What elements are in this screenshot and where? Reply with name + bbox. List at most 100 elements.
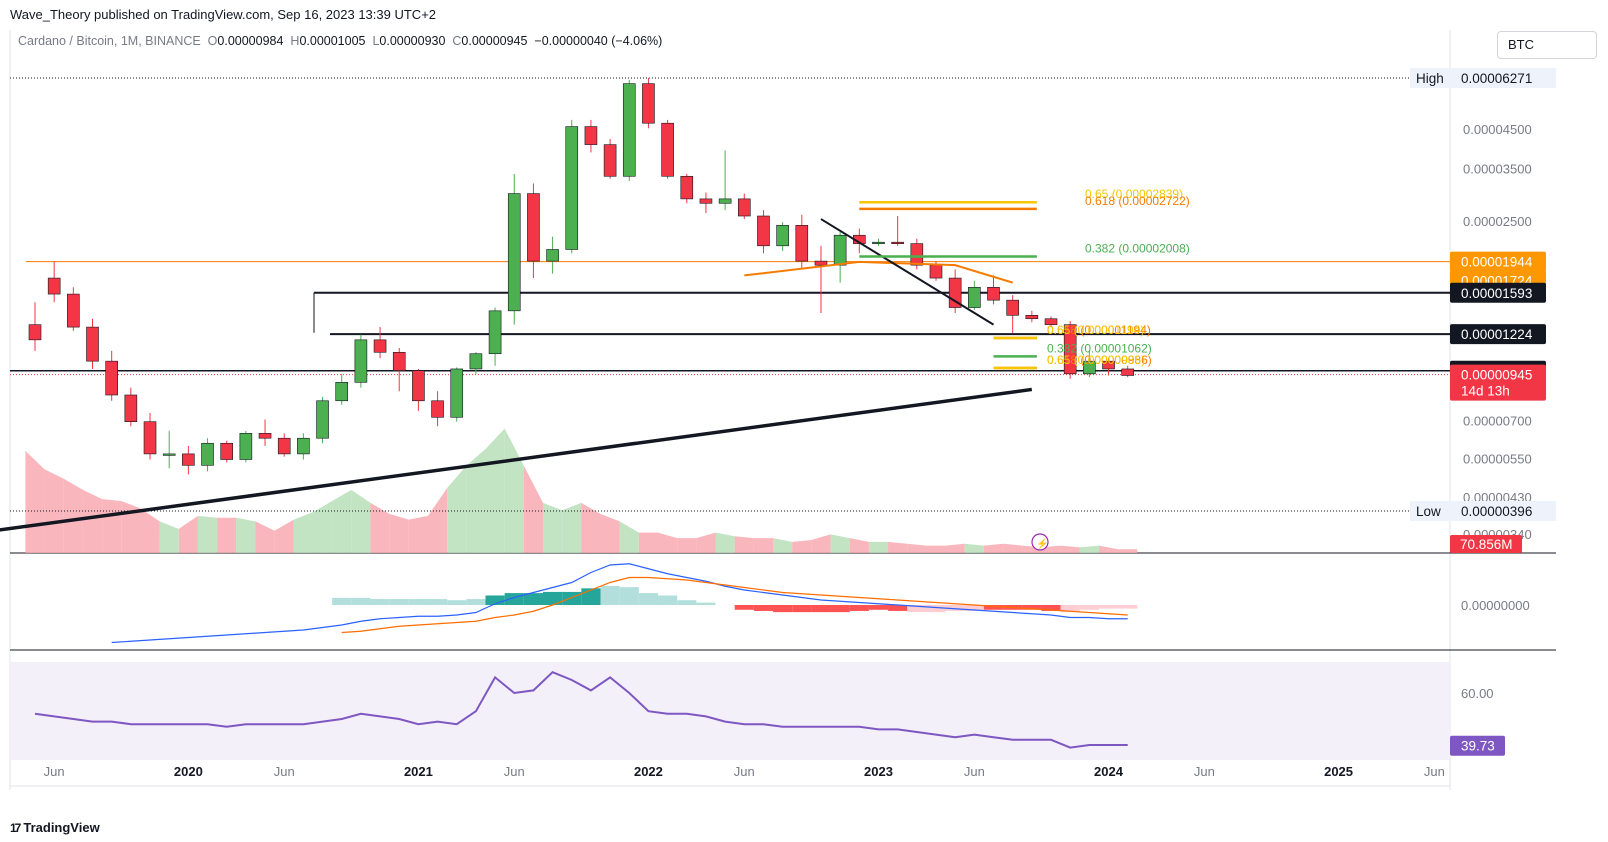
volume-tag-bg [1450, 535, 1522, 553]
candle [814, 260, 828, 266]
macd-histogram-bar [945, 605, 965, 611]
volume-area [332, 489, 352, 553]
trendline [0, 387, 1033, 532]
volume-area [121, 501, 141, 553]
ema-line [744, 260, 1013, 284]
macd-histogram-bar [562, 591, 582, 605]
candle [297, 437, 310, 455]
macd-histogram-bar [1079, 605, 1099, 610]
macd-histogram-bar [1118, 605, 1138, 609]
currency-badge[interactable]: BTC [1497, 31, 1597, 59]
price-tag-bg [1450, 251, 1546, 272]
macd-histogram-bar [773, 605, 793, 613]
candle [910, 243, 924, 266]
volume-area [140, 508, 160, 553]
macd-histogram-bar [523, 593, 544, 605]
candle [565, 126, 579, 250]
rsi-tag: 39.73 [1461, 739, 1495, 754]
macd-histogram-bar [543, 591, 563, 605]
fib-level-label: 0.65 (0.00000986) [1047, 353, 1145, 367]
volume-area [427, 488, 448, 553]
candle [1006, 299, 1019, 316]
macd-histogram-bar [351, 597, 371, 605]
time-axis-label: 2024 [1094, 764, 1124, 779]
candle [105, 360, 118, 396]
macd-histogram-bar [964, 605, 984, 611]
macd-histogram-bar [1022, 605, 1042, 610]
macd-histogram-bar [677, 600, 697, 605]
candle [757, 215, 770, 247]
volume-area [236, 517, 256, 553]
candle [239, 433, 253, 460]
volume-area [82, 489, 103, 553]
volume-area [102, 499, 122, 553]
macd-histogram-bar [1041, 605, 1061, 611]
candle [718, 198, 732, 204]
time-axis-label: Jun [1194, 764, 1215, 779]
legend-low-label: L [372, 34, 380, 48]
candle [1044, 318, 1058, 325]
macd-signal-line [341, 576, 1128, 634]
fib-level-label: 0.382 (0.00002008) [1085, 242, 1190, 256]
candle [661, 122, 674, 177]
price-tag-bg [1410, 68, 1556, 88]
legend-change: −0.00000040 (−4.06%) [534, 34, 663, 48]
candle [47, 277, 61, 295]
candle [968, 286, 981, 308]
volume-tag: 70.856M [1460, 537, 1513, 552]
volume-area [1079, 545, 1099, 553]
volume-area [523, 465, 544, 553]
macd-histogram-bar [485, 595, 505, 605]
candle [584, 126, 598, 145]
price-tag-label: Low [1416, 504, 1441, 519]
fib-level-label: 0.618 (0.00001194) [1047, 323, 1151, 337]
rsi-tag-bg [1450, 735, 1505, 756]
fib-level-label: 0.382 (0.00001062) [1047, 341, 1152, 355]
price-tag-countdown: 14d 13h [1461, 384, 1510, 399]
rsi-line [34, 671, 1128, 749]
legend-close: 0.00000945 [461, 34, 528, 48]
time-axis-label: 2022 [634, 764, 663, 779]
volume-area [197, 515, 218, 553]
volume-area [466, 449, 486, 553]
volume-area [274, 519, 294, 553]
candle [220, 442, 233, 460]
candle [795, 225, 809, 262]
volume-area [945, 543, 965, 553]
macd-histogram-bar [447, 600, 467, 605]
price-axis-tick: 0.00003500 [1463, 161, 1532, 176]
volume-area [293, 512, 313, 553]
fib-level-label: 0.618 (0.00002722) [1085, 194, 1190, 208]
volume-area [696, 532, 716, 553]
volume-area [830, 534, 850, 553]
tradingview-logo-icon: 17 [10, 820, 21, 835]
macd-axis-tick: 0.00000000 [1461, 598, 1530, 613]
candle [162, 453, 176, 456]
macd-histogram-bar [753, 605, 774, 611]
legend-close-label: C [452, 34, 462, 48]
macd-histogram-bar [811, 605, 831, 613]
volume-area [504, 428, 524, 553]
macd-histogram-bar [466, 599, 486, 605]
price-tag-bg [1450, 282, 1546, 303]
candle [354, 339, 368, 383]
volume-area [312, 501, 333, 553]
volume-area [983, 543, 1004, 553]
volume-area [1003, 543, 1023, 553]
macd-histogram-bar [658, 595, 678, 605]
tradingview-footer[interactable]: 17 TradingView [10, 820, 100, 835]
volume-area [351, 489, 371, 553]
legend-low: 0.00000930 [379, 34, 446, 48]
volume-area [562, 502, 582, 553]
volume-area [581, 502, 601, 553]
legend-open-label: O [207, 34, 218, 48]
event-marker-icon[interactable] [1031, 533, 1049, 551]
macd-histogram-bar [734, 605, 754, 610]
candle [603, 144, 617, 177]
legend-symbol[interactable]: Cardano / Bitcoin, 1M, BINANCE [18, 34, 201, 48]
volume-area [868, 541, 889, 553]
candle [776, 225, 789, 247]
candle [527, 193, 540, 262]
rsi-axis-tick: 60.00 [1461, 686, 1494, 701]
